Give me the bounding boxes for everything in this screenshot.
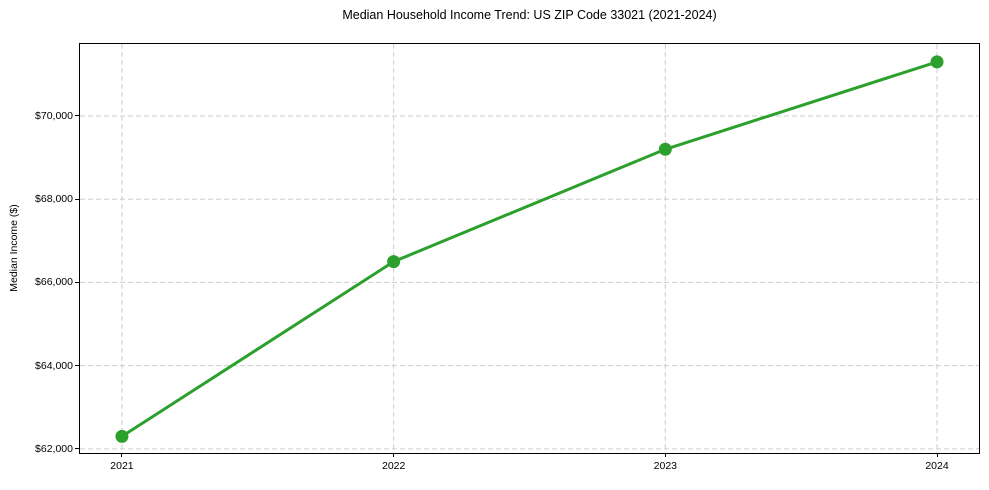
data-point-marker <box>387 255 401 269</box>
x-tick-mark <box>121 453 123 457</box>
x-tick-label: 2022 <box>381 460 406 472</box>
x-tick-mark <box>393 453 395 457</box>
y-tick-mark <box>75 115 79 117</box>
y-tick-mark <box>75 281 79 283</box>
x-tick-label: 2024 <box>925 460 949 472</box>
data-point-marker <box>930 55 944 69</box>
y-tick-label: $70,000 <box>35 109 73 122</box>
y-tick-label: $64,000 <box>35 359 73 372</box>
x-tick-mark <box>936 453 938 457</box>
x-tick-label: 2021 <box>110 460 134 472</box>
y-tick-label: $66,000 <box>35 276 73 289</box>
data-point-marker <box>658 142 672 156</box>
plot-area <box>79 43 980 454</box>
data-point-marker <box>115 429 129 443</box>
y-tick-label: $62,000 <box>35 442 73 455</box>
y-axis-label: Median Income ($) <box>8 204 20 292</box>
y-tick-mark <box>75 365 79 367</box>
y-tick-mark <box>75 198 79 200</box>
chart-title: Median Household Income Trend: US ZIP Co… <box>342 8 717 22</box>
y-tick-mark <box>75 448 79 450</box>
line-chart-svg <box>80 44 979 453</box>
x-tick-label: 2023 <box>653 460 678 472</box>
y-tick-label: $68,000 <box>35 193 73 206</box>
trend-line <box>121 60 938 438</box>
x-tick-mark <box>664 453 666 457</box>
